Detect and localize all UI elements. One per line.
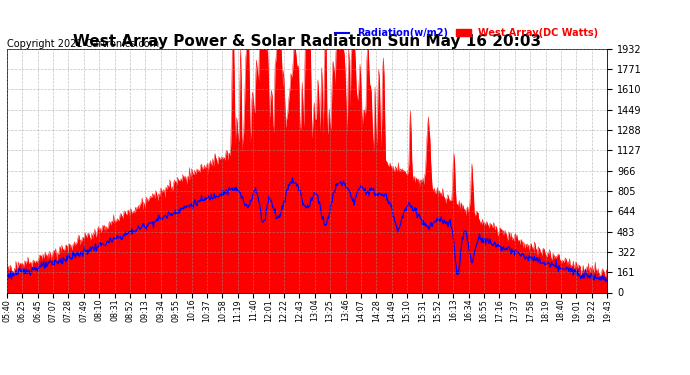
- Legend: Radiation(w/m2), West Array(DC Watts): Radiation(w/m2), West Array(DC Watts): [331, 24, 602, 42]
- Text: Copyright 2021 Cartronics.com: Copyright 2021 Cartronics.com: [7, 39, 159, 49]
- Title: West Array Power & Solar Radiation Sun May 16 20:03: West Array Power & Solar Radiation Sun M…: [73, 34, 541, 49]
